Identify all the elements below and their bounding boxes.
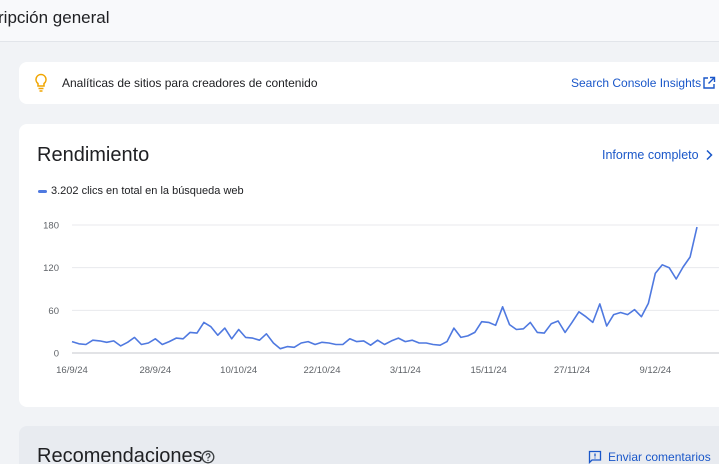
insights-banner: Analíticas de sitios para creadores de c… bbox=[19, 62, 719, 104]
performance-card: Rendimiento Informe completo 3.202 clics… bbox=[19, 124, 719, 407]
y-tick-label: 60 bbox=[48, 306, 59, 317]
legend-label: 3.202 clics en total en la búsqueda web bbox=[51, 185, 244, 197]
open-in-new-icon[interactable] bbox=[702, 76, 716, 90]
y-tick-label: 120 bbox=[43, 263, 59, 274]
x-tick-label: 3/11/24 bbox=[390, 365, 421, 376]
x-tick-label: 15/11/24 bbox=[471, 365, 507, 376]
legend-swatch bbox=[38, 190, 47, 193]
insights-description: Analíticas de sitios para creadores de c… bbox=[62, 76, 318, 90]
chevron-right-icon[interactable] bbox=[703, 148, 715, 162]
y-tick-label: 0 bbox=[54, 349, 59, 360]
clicks-line-chart: 0 60 120 180 16/9/24 28/9/24 10/10/24 22/10/24 3… bbox=[43, 221, 719, 376]
page-header: ripción general bbox=[0, 0, 719, 42]
x-tick-label: 22/10/24 bbox=[304, 365, 341, 376]
lightbulb-icon bbox=[35, 73, 47, 92]
search-console-insights-link[interactable]: Search Console Insights bbox=[571, 76, 702, 90]
recommendations-card: Recomendaciones Enviar comentarios bbox=[19, 426, 719, 464]
help-circle-icon[interactable] bbox=[201, 450, 215, 464]
page-title: ripción general bbox=[0, 8, 110, 27]
x-tick-label: 27/11/24 bbox=[554, 365, 590, 376]
x-tick-label: 10/10/24 bbox=[220, 365, 257, 376]
send-feedback-link[interactable]: Enviar comentarios bbox=[608, 450, 711, 464]
full-report-link[interactable]: Informe completo bbox=[602, 148, 699, 162]
x-tick-label: 16/9/24 bbox=[56, 365, 88, 376]
x-tick-label: 9/12/24 bbox=[639, 365, 671, 376]
feedback-icon[interactable] bbox=[588, 450, 602, 464]
clicks-series-line[interactable] bbox=[71, 226, 698, 350]
recommendations-title: Recomendaciones bbox=[37, 445, 203, 464]
y-tick-label: 180 bbox=[43, 221, 59, 232]
x-tick-label: 28/9/24 bbox=[139, 365, 171, 376]
performance-title: Rendimiento bbox=[37, 144, 150, 166]
